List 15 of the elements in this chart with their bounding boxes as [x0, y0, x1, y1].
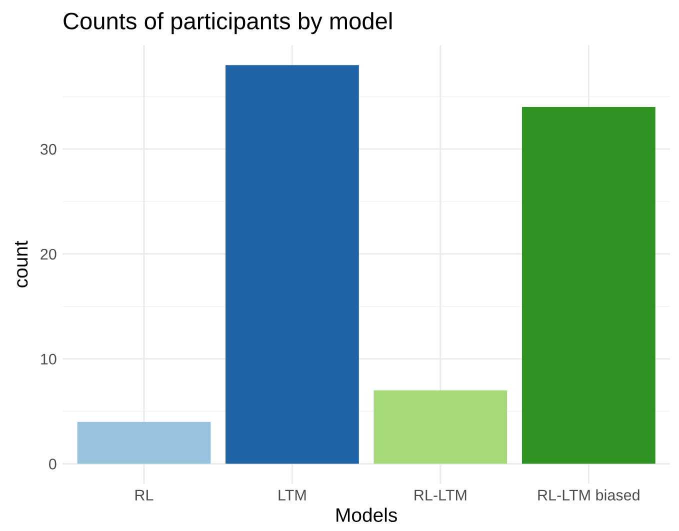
y-axis-title: count — [14, 240, 28, 288]
bar — [226, 65, 359, 464]
y-tick-label: 0 — [49, 458, 56, 470]
x-tick-label: RL-LTM — [414, 490, 466, 500]
x-axis-title: Models — [336, 508, 397, 522]
y-tick-label: 20 — [40, 248, 56, 260]
chart-title: Counts of participants by model — [64, 12, 392, 34]
x-tick-label: LTM — [278, 490, 306, 500]
y-tick-label: 10 — [41, 354, 56, 365]
bar — [522, 107, 656, 464]
x-tick-label: RL — [135, 490, 154, 500]
bar — [374, 390, 508, 464]
x-tick-label: RL-LTM biased — [538, 489, 640, 501]
bar — [77, 422, 211, 464]
y-tick-label: 30 — [40, 144, 56, 155]
